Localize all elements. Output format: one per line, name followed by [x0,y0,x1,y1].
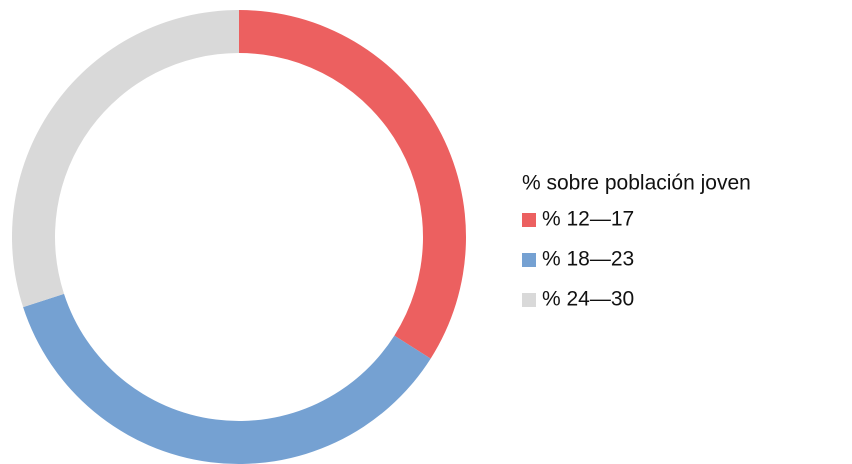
donut-segment [11,10,240,308]
legend-swatch [522,253,536,267]
legend-swatch [522,293,536,307]
legend-label: % 24—30 [542,288,634,311]
donut-segment [239,10,466,359]
legend-title: % sobre población joven [522,172,751,195]
legend-swatch [522,213,536,227]
donut [11,10,466,464]
legend: % sobre población joven % 12—17 % 18—23 % … [522,172,751,311]
legend-label: % 18—23 [542,248,634,271]
donut-segment [23,293,431,464]
legend-label: % 12—17 [542,208,634,231]
